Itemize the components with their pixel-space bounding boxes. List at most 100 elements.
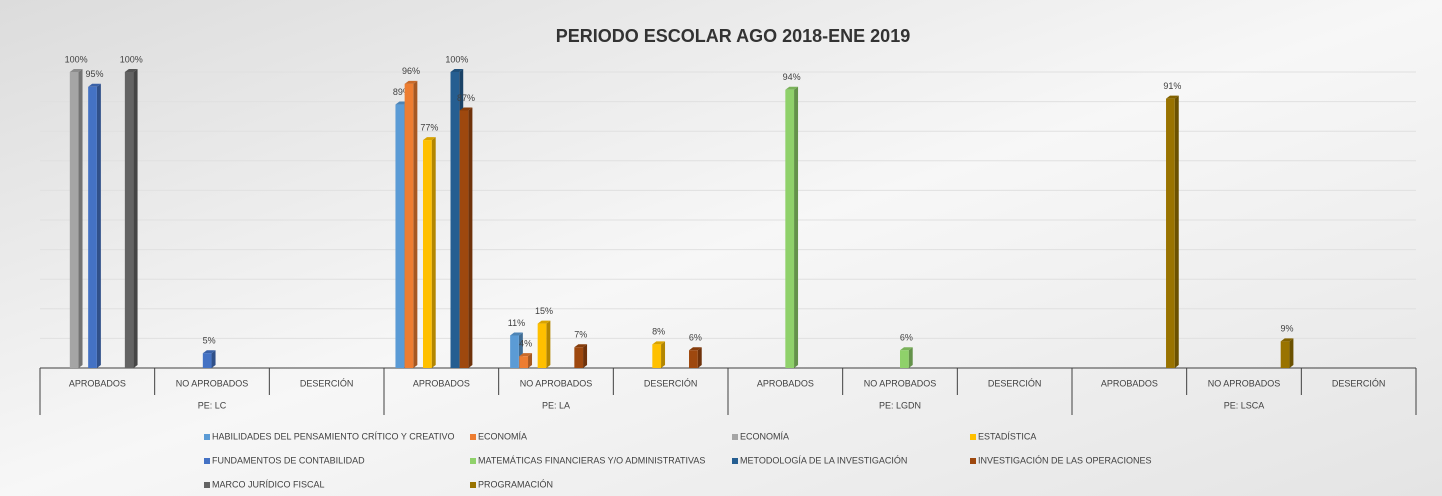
legend-label: METODOLOGÍA DE LA INVESTIGACIÓN — [740, 455, 907, 465]
bar — [574, 347, 584, 368]
x-tick-label: NO APROBADOS — [1208, 378, 1281, 388]
data-label: 100% — [445, 54, 468, 64]
bar — [69, 72, 79, 368]
x-tick-label: APROBADOS — [69, 378, 126, 388]
data-label: 87% — [457, 93, 475, 103]
bar — [395, 104, 405, 368]
legend-label: FUNDAMENTOS DE CONTABILIDAD — [212, 455, 365, 465]
data-label: 8% — [652, 327, 665, 337]
legend-swatch — [470, 482, 476, 488]
bar-top — [404, 80, 418, 84]
data-label: 6% — [689, 333, 702, 343]
data-label: 15% — [535, 306, 553, 316]
bar — [1280, 341, 1290, 368]
legend-swatch — [204, 434, 210, 440]
bar — [459, 110, 469, 368]
data-label: 7% — [574, 330, 587, 340]
bar-top — [459, 107, 473, 111]
data-label: 95% — [86, 69, 104, 79]
bar-top — [652, 341, 666, 345]
bar-side — [78, 69, 83, 368]
bar — [124, 72, 134, 368]
legend-swatch — [204, 458, 210, 464]
data-label: 100% — [65, 54, 88, 64]
bar-side — [1174, 95, 1179, 368]
legend-label: HABILIDADES DEL PENSAMIENTO CRÍTICO Y CR… — [212, 431, 455, 441]
bar-side — [468, 107, 473, 368]
bar — [1166, 98, 1175, 368]
legend-swatch — [204, 482, 210, 488]
group-label: PE: LC — [198, 400, 227, 410]
bar-top — [689, 347, 702, 351]
legend-swatch — [732, 458, 738, 464]
x-tick-label: NO APROBADOS — [176, 378, 249, 388]
bar-top — [574, 344, 588, 348]
legend-swatch — [970, 434, 976, 440]
bar-side — [661, 341, 666, 368]
bar — [785, 89, 795, 368]
group-label: PE: LSCA — [1224, 400, 1265, 410]
legend-swatch — [470, 458, 476, 464]
bar — [537, 323, 547, 368]
x-tick-label: APROBADOS — [757, 378, 814, 388]
group-label: PE: LA — [542, 400, 570, 410]
legend-label: MATEMÁTICAS FINANCIERAS Y/O ADMINISTRATI… — [478, 455, 705, 465]
legend-swatch — [732, 434, 738, 440]
bar-side — [96, 83, 101, 369]
x-tick-label: APROBADOS — [1101, 378, 1158, 388]
bar-side — [413, 80, 418, 368]
x-tick-label: APROBADOS — [413, 378, 470, 388]
legend-label: ECONOMÍA — [740, 431, 789, 441]
bar — [202, 353, 212, 368]
bar-side — [794, 86, 799, 368]
bar — [689, 350, 698, 368]
chart-title: PERIODO ESCOLAR AGO 2018-ENE 2019 — [556, 26, 910, 46]
bar — [450, 72, 460, 368]
legend-label: PROGRAMACIÓN — [478, 479, 553, 489]
bar-side — [583, 344, 588, 368]
bar-side — [528, 353, 533, 368]
bar-side — [1289, 338, 1294, 368]
x-tick-label: DESERCIÓN — [644, 378, 698, 388]
bar-top — [422, 137, 436, 141]
bar-top — [88, 83, 101, 87]
data-label: 9% — [1281, 324, 1294, 334]
legend-label: MARCO JURÍDICO FISCAL — [212, 479, 325, 489]
data-label: 91% — [1163, 81, 1181, 91]
bar-side — [697, 347, 702, 368]
bar — [652, 344, 662, 368]
bar-top — [510, 332, 523, 336]
data-label: 77% — [420, 122, 438, 132]
bar — [404, 83, 414, 368]
group-label: PE: LGDN — [879, 400, 921, 410]
data-label: 11% — [508, 318, 525, 328]
legend-label: ESTADÍSTICA — [978, 431, 1036, 441]
bar-top — [69, 69, 83, 72]
bar — [510, 335, 519, 368]
data-label: 6% — [900, 333, 913, 343]
bar-top — [1166, 95, 1179, 99]
bar-top — [785, 86, 799, 90]
bar-side — [133, 69, 138, 368]
x-tick-label: NO APROBADOS — [864, 378, 937, 388]
x-tick-label: DESERCIÓN — [1332, 378, 1386, 388]
bar-top — [1280, 338, 1294, 342]
x-tick-label: NO APROBADOS — [520, 378, 593, 388]
data-label: 100% — [120, 54, 143, 64]
data-label: 4% — [519, 339, 532, 349]
bar-side — [431, 137, 436, 368]
data-label: 89% — [393, 87, 411, 97]
bar-top — [519, 353, 533, 357]
bar-top — [124, 69, 138, 72]
bar — [519, 356, 529, 368]
bar-side — [546, 320, 551, 368]
bar — [900, 350, 909, 368]
data-label: 94% — [783, 72, 801, 82]
legend-swatch — [970, 458, 976, 464]
legend-label: INVESTIGACIÓN DE LAS OPERACIONES — [978, 455, 1152, 465]
bar-top — [202, 350, 216, 354]
data-label: 96% — [402, 66, 420, 76]
x-tick-label: DESERCIÓN — [988, 378, 1042, 388]
bar-top — [537, 320, 551, 324]
